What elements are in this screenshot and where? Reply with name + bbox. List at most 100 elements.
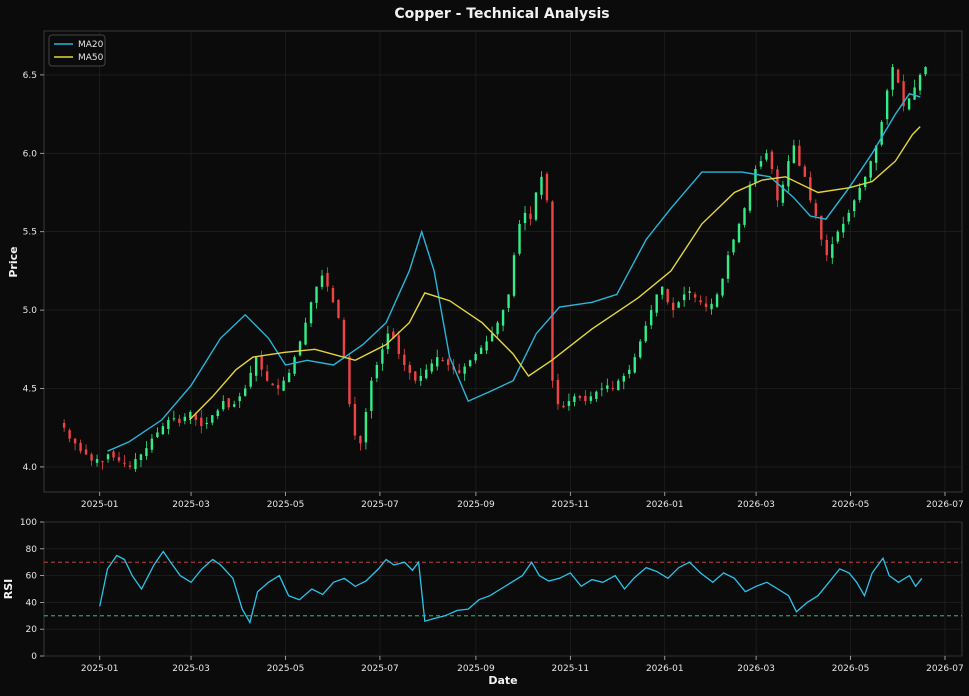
- candle-body: [249, 372, 252, 387]
- candle-body: [545, 173, 549, 201]
- rsi-grid: [44, 521, 962, 657]
- candle-body: [397, 335, 401, 355]
- price-x-tick-label: 2026-01: [646, 500, 684, 510]
- candle-body: [287, 372, 291, 383]
- candle-body: [518, 223, 521, 254]
- rsi-reference-lines: [44, 561, 962, 617]
- candle-body: [639, 341, 642, 358]
- candle-body: [112, 451, 115, 458]
- candle-body: [650, 310, 653, 326]
- candle-body: [562, 405, 565, 408]
- candle-body: [611, 387, 615, 389]
- candle-body: [600, 388, 604, 390]
- candle-body: [885, 90, 889, 120]
- candle-body: [628, 369, 631, 374]
- candle-body: [556, 379, 560, 405]
- candle-body: [831, 244, 834, 258]
- candle-body: [62, 423, 66, 428]
- candle-body: [863, 176, 867, 187]
- price-y-tick-label: 4.5: [23, 385, 37, 395]
- candle-body: [364, 412, 368, 443]
- price-y-ticks: 4.0 4.5 5.0 5.5 6.0 6.5: [23, 71, 44, 473]
- candle-body: [578, 395, 582, 398]
- candle-body: [73, 438, 77, 444]
- price-plot-area: [43, 30, 963, 493]
- x-axis-label: Date: [488, 674, 517, 687]
- candle-body: [150, 438, 154, 450]
- candle-body: [326, 272, 329, 287]
- legend-ma50-label: MA50: [78, 53, 104, 63]
- candle-body: [913, 87, 916, 100]
- candle-body: [117, 457, 121, 461]
- candle-body: [282, 380, 285, 391]
- candle-body: [386, 333, 390, 350]
- rsi-lines: [99, 550, 923, 625]
- candle-body: [430, 363, 433, 372]
- rsi-y-tick-label: 60: [26, 572, 38, 582]
- candle-body: [792, 145, 796, 164]
- candle-body: [501, 310, 505, 326]
- price-y-axis-label: Price: [7, 246, 20, 277]
- candle-body: [479, 347, 483, 354]
- price-y-tick-label: 6.0: [23, 149, 38, 159]
- candle-body: [836, 231, 839, 242]
- price-panel: 4.0 4.5 5.0 5.5 6.0 6.5 2025-01 2025-03 2025-05…: [7, 30, 964, 510]
- candle-body: [776, 169, 779, 201]
- price-y-tick-label: 5.5: [23, 228, 37, 238]
- rsi-x-tick-label: 2025-11: [552, 664, 590, 674]
- candle-body: [205, 423, 208, 425]
- candle-body: [101, 461, 104, 463]
- candle-body: [265, 371, 269, 381]
- candle-body: [529, 213, 532, 220]
- rsi-y-tick-label: 100: [20, 518, 37, 528]
- candle-body: [315, 286, 318, 303]
- candle-body: [814, 203, 818, 217]
- candle-body: [106, 454, 110, 460]
- rsi-x-ticks: 2025-01 2025-03 2025-05 2025-07 2025-09 2025-…: [81, 656, 964, 674]
- price-x-tick-label: 2025-09: [457, 500, 495, 510]
- candle-body: [660, 286, 664, 295]
- rsi-y-tick-label: 0: [31, 652, 37, 662]
- candle-body: [211, 415, 214, 423]
- candle-body: [447, 359, 450, 365]
- candle-body: [671, 302, 675, 311]
- candle-body: [666, 289, 669, 303]
- candle-body: [595, 391, 598, 399]
- candle-body: [858, 187, 861, 200]
- candle-body: [485, 341, 488, 351]
- candle-body: [342, 319, 346, 358]
- candle-body: [891, 67, 894, 90]
- candle-body: [902, 81, 905, 107]
- candle-body: [704, 303, 708, 307]
- candle-body: [298, 341, 302, 356]
- candle-body: [512, 255, 516, 296]
- candle-body: [79, 442, 82, 452]
- rsi-x-tick-label: 2025-03: [172, 664, 210, 674]
- candle-body: [156, 432, 159, 438]
- candle-body: [238, 396, 241, 402]
- candle-body: [441, 360, 444, 362]
- price-x-ticks: 2025-01 2025-03 2025-05 2025-07 2025-09 2025-…: [81, 492, 964, 510]
- candle-body: [348, 356, 351, 405]
- rsi-x-tick-label: 2026-07: [926, 664, 964, 674]
- rsi-y-ticks: 0 20 40 60 80 100: [20, 518, 44, 662]
- price-x-tick-label: 2025-07: [361, 500, 399, 510]
- candle-body: [781, 184, 785, 203]
- rsi-x-tick-label: 2025-01: [81, 664, 119, 674]
- candle-body: [896, 69, 900, 83]
- candle-body: [880, 121, 883, 145]
- candle-body: [95, 459, 99, 463]
- rsi-x-tick-label: 2025-09: [457, 664, 495, 674]
- series-line-rsi: [99, 550, 923, 625]
- candle-body: [573, 396, 576, 403]
- candle-body: [655, 294, 658, 313]
- candle-body: [743, 208, 746, 225]
- candle-body: [161, 426, 165, 435]
- candle-body: [183, 416, 187, 421]
- candle-body: [622, 375, 625, 382]
- rsi-x-tick-label: 2025-05: [267, 664, 305, 674]
- candle-body: [84, 449, 88, 455]
- rsi-x-tick-label: 2026-01: [646, 664, 684, 674]
- candle-body: [123, 462, 126, 464]
